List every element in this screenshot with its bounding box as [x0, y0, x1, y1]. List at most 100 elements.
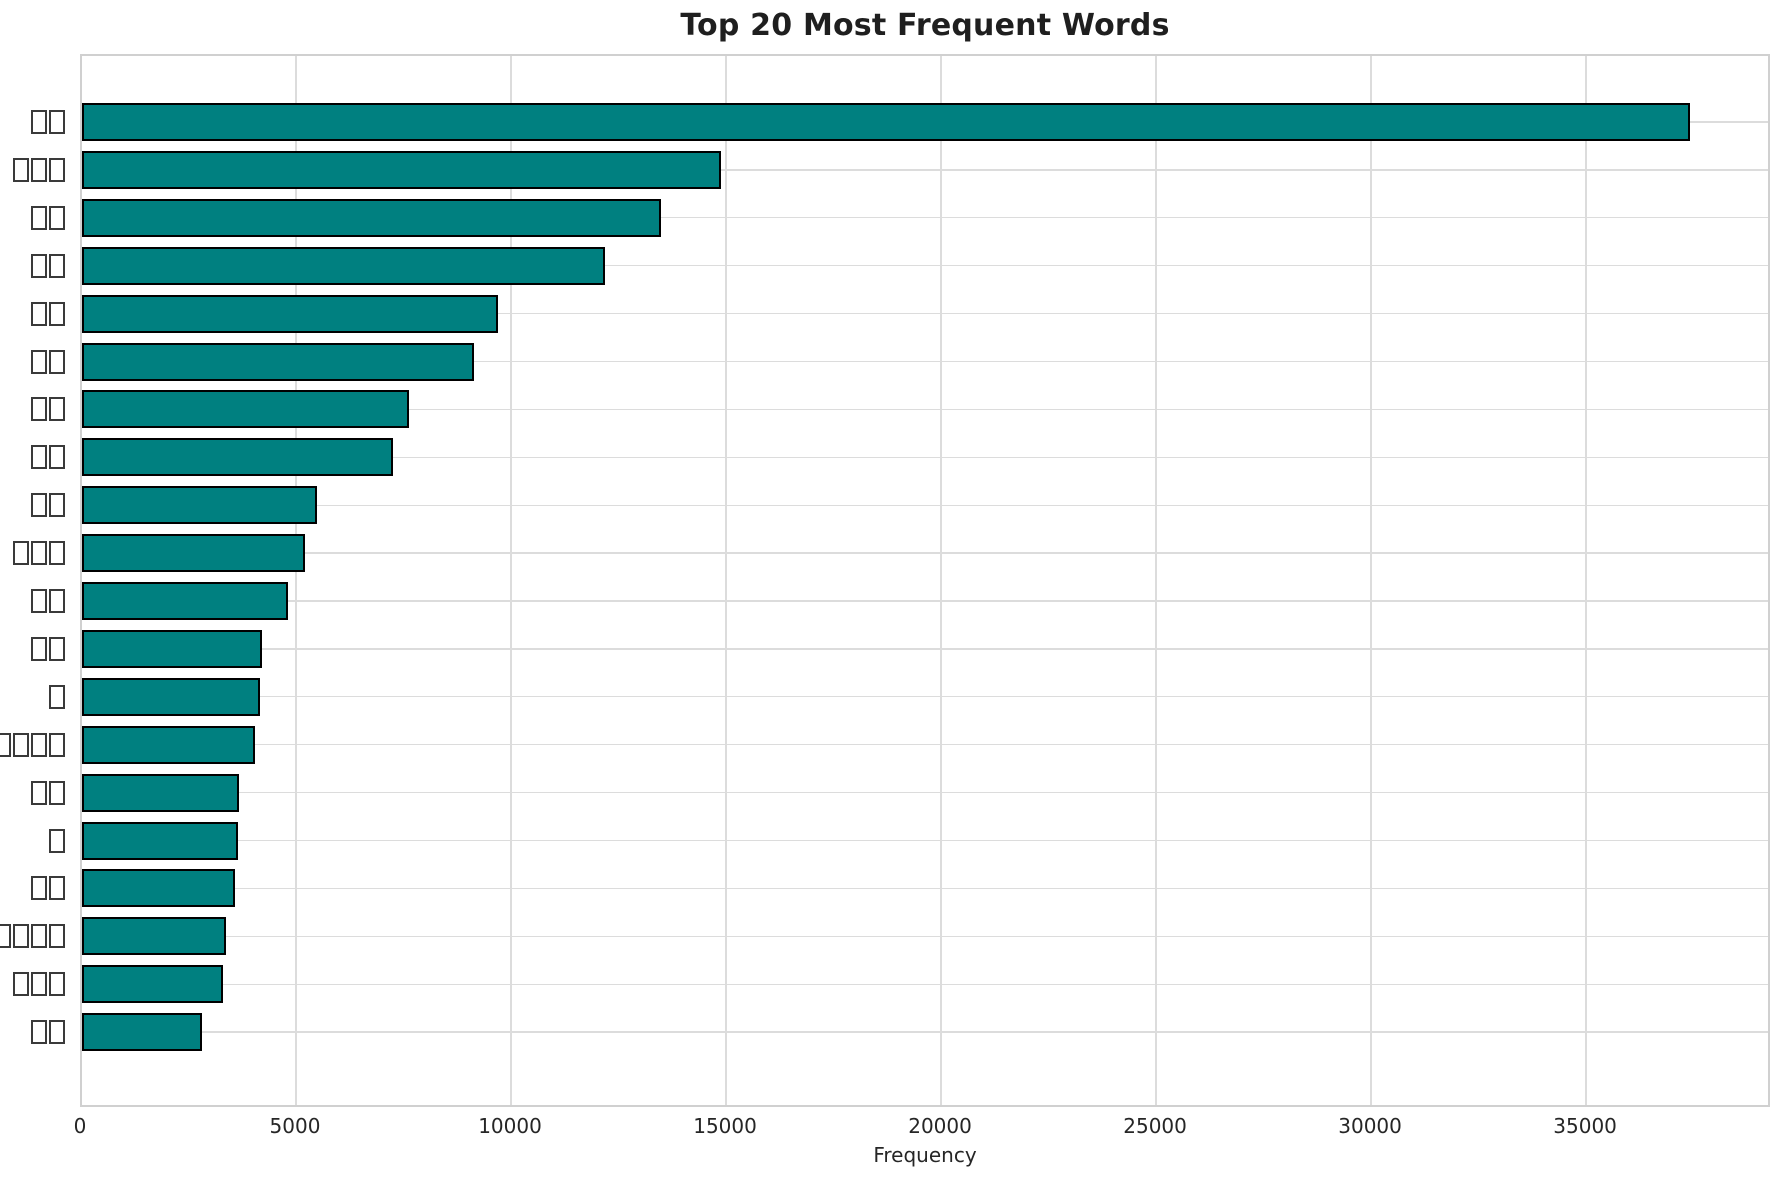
plot-area: [80, 54, 1770, 1107]
y-tick-label: [48, 684, 66, 709]
gridline-horizontal: [82, 265, 1768, 267]
chart-title: Top 20 Most Frequent Words: [680, 8, 1170, 43]
gridline-vertical: [1155, 56, 1157, 1105]
bar: [82, 294, 498, 333]
bar: [82, 677, 260, 716]
missing-glyph-box: [49, 589, 65, 613]
bar: [82, 486, 317, 525]
bar: [82, 917, 226, 956]
gridline-horizontal: [82, 360, 1768, 363]
missing-glyph-box: [31, 1020, 47, 1045]
bar: [82, 869, 235, 908]
x-tick-label: 15000: [693, 1114, 757, 1138]
gridline-horizontal: [82, 648, 1768, 650]
x-tick-label: 30000: [1338, 1114, 1402, 1138]
gridline-horizontal: [82, 456, 1768, 458]
missing-glyph-box: [49, 684, 65, 709]
y-tick-label: [30, 397, 66, 422]
missing-glyph-box: [31, 445, 47, 470]
y-tick-label: [12, 972, 66, 997]
y-tick-label: [30, 110, 66, 134]
y-tick-label: [12, 541, 66, 566]
gridline-horizontal: [82, 696, 1768, 698]
x-tick-label: 0: [73, 1114, 87, 1138]
x-tick-label: 20000: [908, 1114, 972, 1138]
missing-glyph-box: [49, 445, 65, 470]
gridline-vertical: [1585, 56, 1587, 1105]
missing-glyph-box: [31, 397, 47, 422]
missing-glyph-box: [49, 205, 65, 230]
bar: [82, 390, 409, 429]
missing-glyph-box: [49, 493, 65, 518]
missing-glyph-box: [31, 972, 47, 997]
missing-glyph-box: [13, 541, 29, 566]
bar: [82, 150, 721, 189]
y-tick-label: [30, 780, 66, 805]
gridline-vertical: [1370, 56, 1372, 1105]
missing-glyph-box: [49, 349, 65, 374]
bar: [82, 773, 239, 812]
gridline-horizontal: [82, 887, 1768, 890]
bar: [82, 198, 661, 237]
missing-glyph-box: [49, 780, 65, 805]
x-tick-label: 25000: [1123, 1114, 1187, 1138]
missing-glyph-box: [31, 636, 47, 661]
y-tick-label: [30, 636, 66, 661]
gridline-horizontal: [82, 408, 1768, 411]
missing-glyph-box: [49, 828, 65, 853]
bar: [82, 1013, 202, 1052]
missing-glyph-box: [0, 732, 11, 757]
missing-glyph-box: [49, 157, 65, 182]
missing-glyph-box: [13, 972, 29, 997]
x-tick-label: 35000: [1553, 1114, 1617, 1138]
missing-glyph-box: [49, 301, 65, 326]
missing-glyph-box: [31, 349, 47, 374]
missing-glyph-box: [13, 732, 29, 757]
x-tick-label: 10000: [478, 1114, 542, 1138]
bar: [82, 103, 1690, 141]
missing-glyph-box: [31, 589, 47, 613]
y-tick-label: [30, 253, 66, 278]
y-axis-labels: [0, 54, 66, 1107]
missing-glyph-box: [31, 493, 47, 518]
gridline-horizontal: [82, 791, 1768, 794]
missing-glyph-box: [49, 253, 65, 278]
bar: [82, 342, 474, 381]
gridline-vertical: [295, 56, 297, 1105]
bar: [82, 629, 262, 668]
bar: [82, 246, 605, 285]
missing-glyph-box: [49, 110, 65, 134]
missing-glyph-box: [31, 541, 47, 566]
gridline-horizontal: [82, 552, 1768, 554]
x-axis-title: Frequency: [873, 1143, 977, 1167]
bar: [82, 582, 288, 620]
gridline-vertical: [510, 56, 512, 1105]
y-tick-label: [30, 349, 66, 374]
gridline-vertical: [940, 56, 942, 1105]
missing-glyph-box: [49, 876, 65, 901]
missing-glyph-box: [49, 636, 65, 661]
y-tick-label: [30, 876, 66, 901]
missing-glyph-box: [49, 1020, 65, 1045]
missing-glyph-box: [31, 205, 47, 230]
y-tick-label: [30, 1020, 66, 1045]
missing-glyph-box: [31, 157, 47, 182]
y-tick-label: [30, 301, 66, 326]
gridline-horizontal: [82, 312, 1768, 315]
bar: [82, 821, 238, 860]
missing-glyph-box: [49, 541, 65, 566]
y-tick-label: [48, 828, 66, 853]
missing-glyph-box: [31, 301, 47, 326]
bar: [82, 534, 305, 573]
gridline-vertical: [725, 56, 727, 1105]
missing-glyph-box: [0, 924, 11, 949]
missing-glyph-box: [31, 924, 47, 949]
x-tick-label: 5000: [269, 1114, 321, 1138]
gridline-horizontal: [82, 935, 1768, 937]
missing-glyph-box: [31, 780, 47, 805]
missing-glyph-box: [13, 157, 29, 182]
missing-glyph-box: [31, 253, 47, 278]
missing-glyph-box: [49, 972, 65, 997]
missing-glyph-box: [31, 876, 47, 901]
